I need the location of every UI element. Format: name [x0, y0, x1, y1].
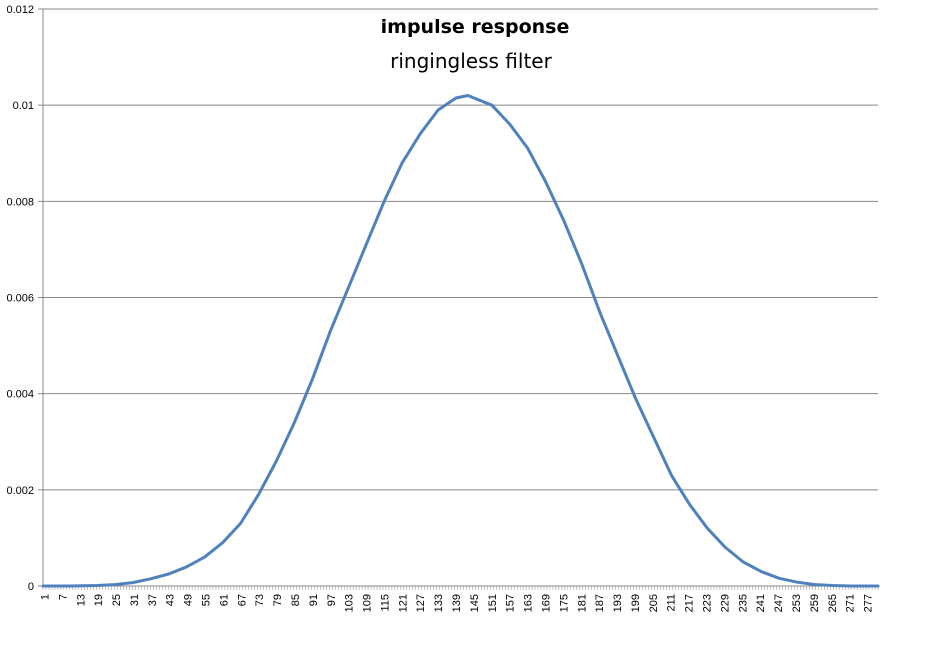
x-tick-label: 133	[433, 594, 445, 612]
x-tick-label: 271	[845, 594, 857, 612]
chart-title: impulse response	[381, 16, 570, 38]
y-tick-label: 0.012	[6, 4, 34, 16]
y-tick-label: 0.002	[6, 485, 34, 497]
y-tick-label: 0.008	[6, 196, 34, 208]
x-tick-label: 193	[612, 594, 624, 612]
grid-lines	[43, 8, 878, 491]
x-tick-label: 91	[308, 594, 320, 606]
x-tick-label: 79	[272, 594, 284, 606]
x-tick-label: 187	[594, 594, 606, 612]
y-tick-label: 0	[28, 581, 34, 593]
x-tick-label: 31	[129, 594, 141, 606]
x-tick-label: 229	[719, 594, 731, 612]
x-tick-label: 25	[111, 594, 123, 606]
x-tick-label: 205	[648, 594, 660, 612]
x-tick-label: 139	[451, 594, 463, 612]
x-tick-label: 175	[558, 594, 570, 612]
x-tick-label: 223	[702, 594, 714, 612]
x-tick-label: 13	[75, 594, 87, 606]
y-tick-label: 0.006	[6, 293, 34, 305]
x-tick-label: 67	[236, 594, 248, 606]
x-tick-label: 241	[755, 594, 767, 612]
x-tick-label: 97	[326, 594, 338, 606]
x-tick-label: 199	[630, 594, 642, 612]
x-tick-label: 115	[379, 594, 391, 612]
x-tick-label: 181	[576, 594, 588, 612]
x-tick-label: 151	[487, 594, 499, 612]
x-tick-label: 7	[57, 594, 69, 600]
x-tick-label: 19	[93, 594, 105, 606]
x-tick-label: 253	[791, 594, 803, 612]
y-tick-label: 0.01	[13, 100, 34, 112]
x-tick-label: 49	[183, 594, 195, 606]
x-tick-label: 163	[523, 594, 535, 612]
x-tick-label: 37	[147, 594, 159, 606]
x-tick-label: 211	[666, 594, 678, 612]
x-tick-label: 103	[344, 594, 356, 612]
x-tick-label: 55	[201, 594, 213, 606]
x-tick-label: 277	[863, 594, 875, 612]
series-line	[41, 94, 880, 588]
x-tick-label: 127	[415, 594, 427, 612]
x-tick-label: 235	[737, 594, 749, 612]
x-tick-label: 169	[540, 594, 552, 612]
x-tick-label: 73	[254, 594, 266, 606]
y-tick-labels: 0 0.002 0.004 0.006 0.008 0.01 0.012	[6, 4, 43, 593]
x-tick-labels: 1 7 13 19 25 31 37 43 49 55 61 67 73 79 85 91 97 103 109 11…	[39, 586, 879, 612]
x-tick-label: 61	[218, 594, 230, 606]
chart-subtitle: ringingless filter	[390, 49, 552, 73]
x-tick-label: 157	[505, 594, 517, 612]
x-tick-label: 217	[684, 594, 696, 612]
x-tick-label: 1	[39, 594, 51, 600]
x-tick-label: 265	[827, 594, 839, 612]
x-tick-label: 43	[165, 594, 177, 606]
y-tick-label: 0.004	[6, 389, 34, 401]
x-tick-label: 259	[809, 594, 821, 612]
x-tick-label: 109	[362, 594, 374, 612]
x-tick-label: 121	[397, 594, 409, 612]
x-tick-label: 247	[773, 594, 785, 612]
x-tick-label: 145	[469, 594, 481, 612]
x-tick-label: 85	[290, 594, 302, 606]
